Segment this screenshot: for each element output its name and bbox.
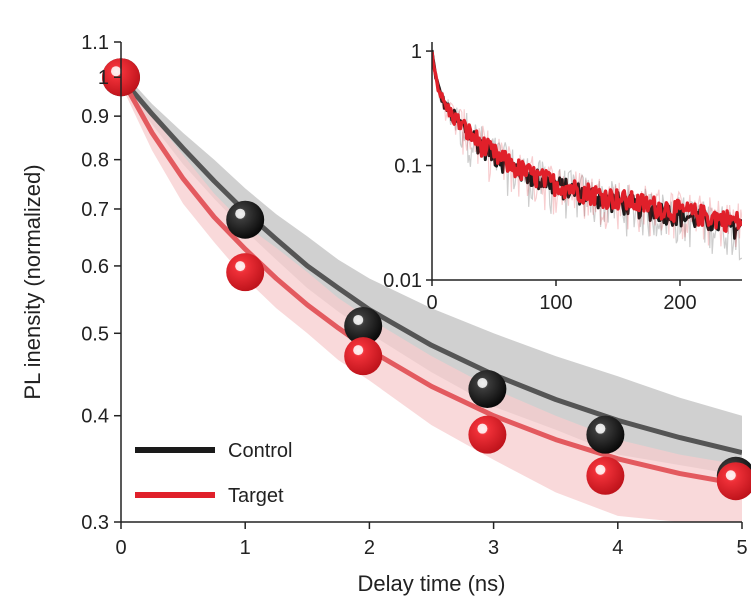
y-tick-label: 0.6 bbox=[81, 256, 109, 278]
data-point-highlight bbox=[353, 345, 364, 356]
data-point-highlight bbox=[353, 314, 364, 325]
data-point-target-4 bbox=[586, 456, 625, 495]
data-point-marker bbox=[586, 415, 625, 454]
data-point-marker bbox=[226, 200, 265, 239]
y-tick-label: 0.5 bbox=[81, 323, 109, 345]
x-tick-label: 4 bbox=[612, 537, 623, 559]
x-tick-label: 2 bbox=[364, 537, 375, 559]
y-tick-label: 0.4 bbox=[81, 406, 109, 428]
inset-y-tick-label: 0.1 bbox=[394, 156, 422, 178]
data-point-marker bbox=[716, 462, 751, 501]
y-tick-label: 0.9 bbox=[81, 106, 109, 128]
main-axes: 0.3 0.4 0.5 0.6 0.7 0.8 0.9 1 1.1 0 1 2 3 4 5 Delay tim… bbox=[20, 32, 748, 596]
data-point-control-4 bbox=[586, 415, 625, 454]
inset-trace bbox=[432, 51, 742, 233]
data-point-target-3 bbox=[468, 415, 507, 454]
inset-y-tick-label: 0.01 bbox=[383, 270, 422, 292]
y-tick-label: 0.7 bbox=[81, 199, 109, 221]
data-point-marker bbox=[344, 306, 383, 345]
data-point-highlight bbox=[477, 423, 488, 434]
band-control bbox=[121, 69, 742, 476]
y-tick-label: 0.3 bbox=[81, 512, 109, 534]
data-point-highlight bbox=[477, 378, 488, 389]
fit-curves bbox=[121, 75, 742, 488]
inset-background bbox=[432, 42, 742, 280]
data-point-highlight bbox=[725, 470, 736, 481]
inset-traces bbox=[432, 49, 742, 261]
x-tick-label: 5 bbox=[736, 537, 747, 559]
fit-line-target bbox=[121, 75, 742, 488]
x-tick-label: 1 bbox=[240, 537, 251, 559]
data-point-highlight bbox=[595, 423, 606, 434]
x-axis-title: Delay time (ns) bbox=[358, 571, 506, 596]
x-tick-label: 3 bbox=[488, 537, 499, 559]
data-point-marker bbox=[586, 456, 625, 495]
y-tick-label: 1 bbox=[98, 67, 109, 89]
y-tick-label: 0.8 bbox=[81, 150, 109, 172]
fit-line-control bbox=[121, 75, 742, 456]
data-point-highlight bbox=[235, 208, 246, 219]
data-point-control-2 bbox=[344, 306, 383, 345]
data-point-target-2 bbox=[344, 337, 383, 376]
legend: Control Target bbox=[135, 440, 292, 507]
data-point-control-3 bbox=[468, 370, 507, 409]
inset-plot: 1 0.1 0.010 100 200 bbox=[383, 41, 742, 314]
confidence-bands bbox=[121, 69, 742, 522]
data-point-marker bbox=[468, 415, 507, 454]
legend-item-target: Target bbox=[135, 485, 284, 507]
data-point-highlight bbox=[235, 261, 246, 272]
inset-y-tick-label: 1 bbox=[411, 41, 422, 63]
inset-x-tick-label: 100 bbox=[539, 292, 572, 314]
data-point-marker bbox=[226, 253, 265, 292]
data-point-target-1 bbox=[226, 253, 265, 292]
data-point-target-5 bbox=[716, 462, 751, 501]
legend-label: Target bbox=[228, 485, 284, 507]
data-point-highlight bbox=[111, 66, 121, 77]
inset-x-tick-label: 0 bbox=[426, 292, 437, 314]
band-target bbox=[121, 69, 742, 522]
data-point-control-1 bbox=[226, 200, 265, 239]
inset-x-tick-label: 200 bbox=[663, 292, 696, 314]
data-point-marker bbox=[344, 337, 383, 376]
legend-label: Control bbox=[228, 440, 292, 462]
legend-item-control: Control bbox=[135, 440, 292, 462]
data-point-highlight bbox=[595, 464, 606, 475]
x-tick-label: 0 bbox=[115, 537, 126, 559]
data-point-marker bbox=[468, 370, 507, 409]
y-tick-label: 1.1 bbox=[81, 32, 109, 54]
y-axis-title: PL inensity (normalized) bbox=[20, 164, 45, 399]
